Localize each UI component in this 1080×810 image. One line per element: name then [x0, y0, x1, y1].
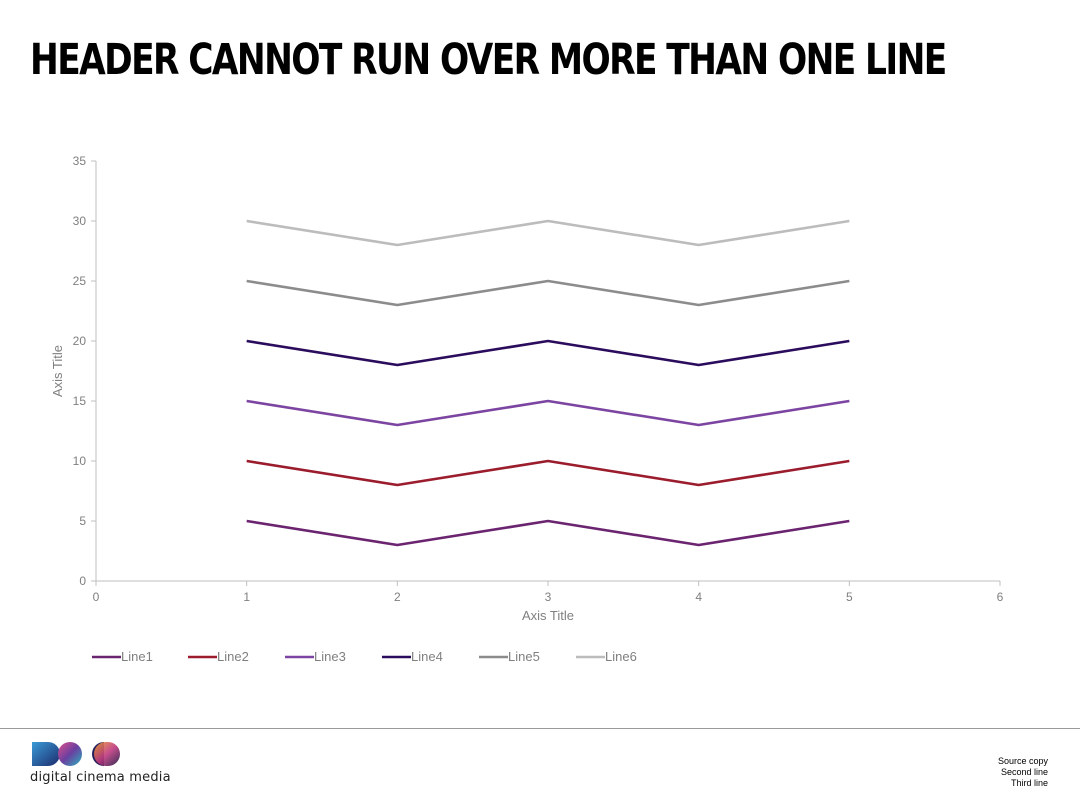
y-tick-label: 25 — [73, 274, 87, 288]
series-line-line5 — [246, 279, 850, 307]
footer-divider — [0, 728, 1080, 729]
line-chart: 0 5 10 15 20 25 30 35 0 1 2 3 4 5 6 Axis Title Axis Ti… — [50, 154, 1004, 664]
x-tick-label: 5 — [846, 590, 853, 604]
x-tick-label: 4 — [695, 590, 702, 604]
x-tick-label: 1 — [243, 590, 250, 604]
chart-legend: Line1 Line2 Line3 Line4 Line5 Line6 — [92, 649, 637, 664]
page-title: HEADER CANNOT RUN OVER MORE THAN ONE LIN… — [30, 35, 947, 85]
source-line-2: Second line — [1000, 767, 1048, 777]
legend-label: Line3 — [314, 649, 346, 664]
y-tick-label: 20 — [73, 334, 87, 348]
dcm-logo — [32, 742, 120, 766]
chart-axes — [91, 160, 1001, 586]
chart-series-lines — [246, 219, 850, 547]
series-line-line6 — [246, 219, 850, 247]
series-line-line3 — [246, 399, 850, 427]
y-tick-label: 10 — [73, 454, 87, 468]
legend-label: Line1 — [121, 649, 153, 664]
y-tick-label: 35 — [73, 154, 87, 168]
legend-label: Line6 — [605, 649, 637, 664]
legend-item-line6: Line6 — [576, 649, 637, 664]
legend-item-line3: Line3 — [285, 649, 346, 664]
y-tick-label: 15 — [73, 394, 87, 408]
x-tick-label: 2 — [394, 590, 401, 604]
legend-label: Line2 — [217, 649, 249, 664]
logo-wordmark: digital cinema media — [30, 770, 171, 785]
series-line-line4 — [246, 339, 850, 367]
y-tick-label: 5 — [79, 514, 86, 528]
chart-tick-labels: 0 5 10 15 20 25 30 35 0 1 2 3 4 5 6 — [73, 154, 1004, 604]
y-tick-label: 30 — [73, 214, 87, 228]
x-axis-title: Axis Title — [522, 608, 574, 623]
source-line-3: Third line — [1010, 778, 1048, 788]
x-tick-label: 6 — [997, 590, 1004, 604]
y-tick-label: 0 — [79, 574, 86, 588]
series-line-line2 — [246, 459, 850, 487]
legend-item-line1: Line1 — [92, 649, 153, 664]
source-copy: Source copy Second line Third line — [998, 756, 1048, 789]
legend-item-line5: Line5 — [479, 649, 540, 664]
series-line-line1 — [246, 519, 850, 547]
legend-item-line4: Line4 — [382, 649, 443, 664]
x-tick-label: 3 — [545, 590, 552, 604]
x-tick-label: 0 — [93, 590, 100, 604]
legend-label: Line4 — [411, 649, 443, 664]
y-axis-title: Axis Title — [50, 345, 65, 397]
source-line-1: Source copy — [997, 756, 1048, 766]
legend-item-line2: Line2 — [188, 649, 249, 664]
legend-label: Line5 — [508, 649, 540, 664]
